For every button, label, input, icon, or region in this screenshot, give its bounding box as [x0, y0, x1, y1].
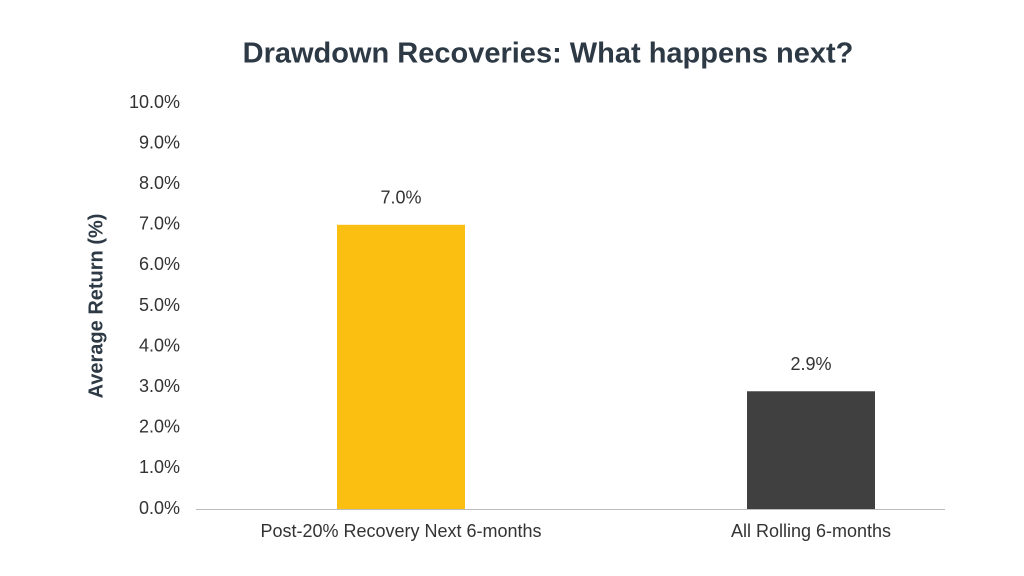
bar [337, 224, 465, 510]
value-label: 2.9% [790, 354, 831, 374]
y-tick-label: 6.0% [139, 254, 180, 274]
x-tick-label: All Rolling 6-months [731, 521, 891, 541]
y-tick-label: 7.0% [139, 214, 180, 234]
y-tick-label: 1.0% [139, 457, 180, 477]
chart-title: Drawdown Recoveries: What happens next? [243, 38, 854, 70]
bar [747, 391, 875, 509]
y-tick-label: 0.0% [139, 498, 180, 518]
x-tick-label: Post-20% Recovery Next 6-months [260, 521, 541, 541]
y-tick-label: 3.0% [139, 376, 180, 396]
y-tick-label: 8.0% [139, 173, 180, 193]
y-axis-label: Average Return (%) [85, 214, 107, 399]
value-label: 7.0% [380, 188, 421, 208]
y-tick-label: 9.0% [139, 132, 180, 152]
y-tick-label: 2.0% [139, 417, 180, 437]
y-tick-label: 5.0% [139, 295, 180, 315]
y-tick-label: 4.0% [139, 335, 180, 355]
y-tick-label: 10.0% [129, 92, 180, 112]
